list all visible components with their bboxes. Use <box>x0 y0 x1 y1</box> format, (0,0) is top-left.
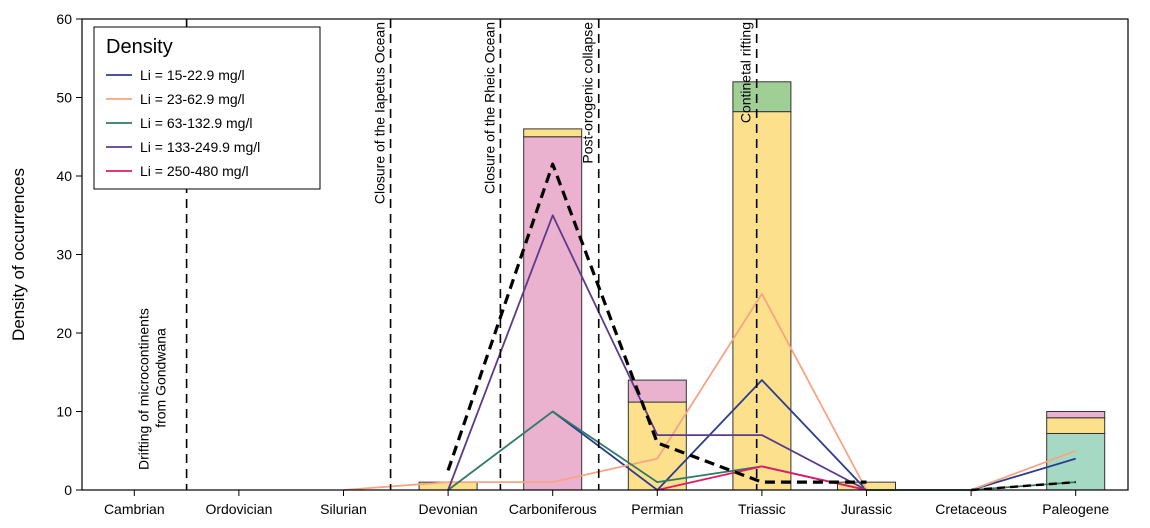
bar-carboniferous-segment-1 <box>523 128 583 138</box>
annotation-text-3: Post-orogenic collapse <box>580 22 596 164</box>
x-tick-label-cambrian: Cambrian <box>104 501 165 517</box>
annotation-text-1: Closure of the Iapetus Ocean <box>372 22 388 204</box>
plot-area: Drifting of microcontinents from Gondwana… <box>56 11 1129 517</box>
bars-layer <box>418 81 1106 491</box>
x-tick-label-permian: Permian <box>631 501 683 517</box>
ticks-layer: 0 10 20 30 40 50 60 Cambrian Ordovician Silurian D… <box>56 11 1109 517</box>
y-tick-label-0: 0 <box>64 482 72 498</box>
x-tick-label-devonian: Devonian <box>419 501 478 517</box>
annotation-text-4: Continetal rifting <box>738 22 754 123</box>
y-tick-label-30: 30 <box>56 247 72 263</box>
legend-label-li-23-62-9-mg-l: Li = 23-62.9 mg/l <box>140 91 245 107</box>
bar-permian-segment-1 <box>627 379 687 403</box>
y-tick-label-40: 40 <box>56 168 72 184</box>
y-tick-label-10: 10 <box>56 404 72 420</box>
x-tick-label-cretaceous: Cretaceous <box>935 501 1007 517</box>
bar-triassic-segment-1 <box>732 81 792 113</box>
y-tick-label-60: 60 <box>56 11 72 27</box>
legend-label-li-250-480-mg-l: Li = 250-480 mg/l <box>140 163 249 179</box>
x-tick-label-ordovician: Ordovician <box>205 501 272 517</box>
bar-paleogene-segment-1 <box>1046 417 1106 434</box>
series-line-li-15-22-9-mg-l <box>552 379 1076 491</box>
bar-carboniferous-segment-0 <box>523 136 583 491</box>
bar-paleogene-segment-2 <box>1046 411 1106 419</box>
legend-label-li-133-249-9-mg-l: Li = 133-249.9 mg/l <box>140 139 260 155</box>
x-tick-label-carboniferous: Carboniferous <box>509 501 597 517</box>
legend-label-li-15-22-9-mg-l: Li = 15-22.9 mg/l <box>140 67 245 83</box>
legend: Density Li = 15-22.9 mg/l Li = 23-62.9 mg… <box>93 26 321 190</box>
x-tick-label-jurassic: Jurassic <box>841 501 892 517</box>
annotation-text-0-line2: from Gondwana <box>153 328 169 428</box>
legend-label-li-63-132-9-mg-l: Li = 63-132.9 mg/l <box>140 115 252 131</box>
bar-permian-segment-0 <box>627 401 687 491</box>
x-tick-label-paleogene: Paleogene <box>1042 501 1109 517</box>
series-line-li-23-62-9-mg-l <box>343 292 1077 491</box>
legend-box <box>93 26 321 190</box>
total-density-line <box>446 162 867 484</box>
y-axis-label: Density of occurrences <box>9 168 28 341</box>
legend-title: Density <box>106 36 173 58</box>
annotation-text-2: Closure of the Rheic Ocean <box>481 22 497 194</box>
x-tick-label-triassic: Triassic <box>738 501 786 517</box>
annotations-layer: Drifting of microcontinents from Gondwana… <box>136 19 758 490</box>
lines-layer <box>343 162 1077 492</box>
bar-paleogene-segment-0 <box>1046 432 1106 491</box>
legend-items: Li = 15-22.9 mg/l Li = 23-62.9 mg/l Li = 6… <box>106 67 260 179</box>
total-density-line-tail <box>971 480 1076 492</box>
annotation-text-0: Drifting of microcontinents <box>136 308 152 470</box>
y-tick-label-20: 20 <box>56 325 72 341</box>
series-line-li-133-249-9-mg-l <box>447 214 867 491</box>
x-tick-label-silurian: Silurian <box>320 501 367 517</box>
bar-triassic-segment-0 <box>732 111 792 491</box>
y-tick-label-50: 50 <box>56 90 72 106</box>
